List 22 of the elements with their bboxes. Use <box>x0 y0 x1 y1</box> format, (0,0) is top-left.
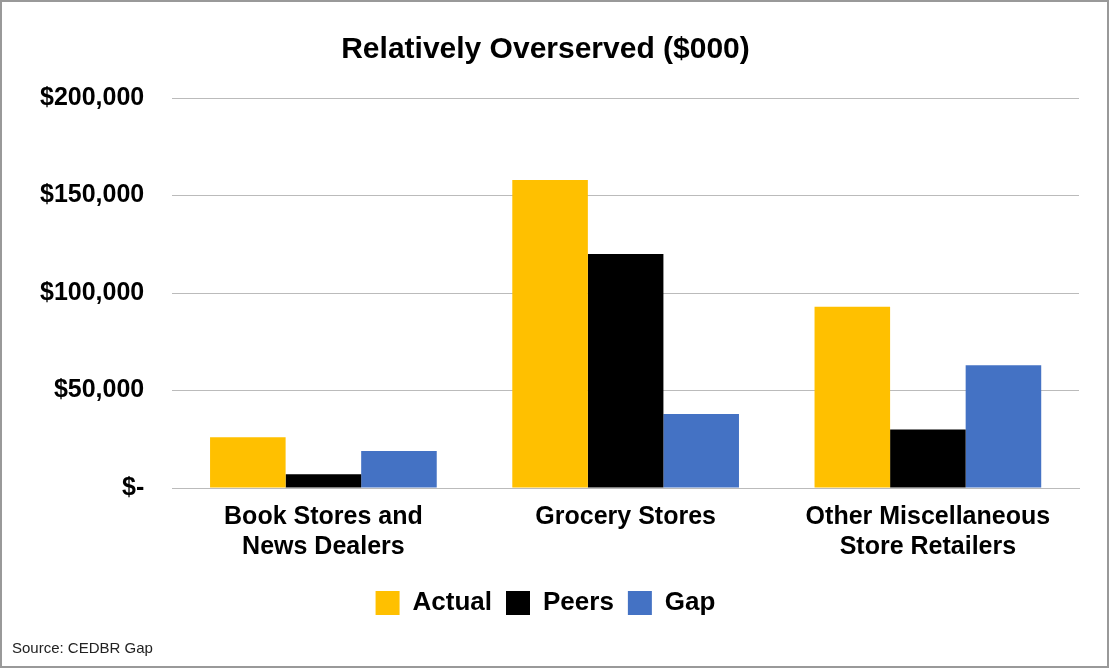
source-note: Source: CEDBR Gap <box>12 639 153 656</box>
bar <box>587 254 664 488</box>
y-tick-label: $100,000 <box>39 276 145 305</box>
bar <box>210 437 286 488</box>
chart-title: Relatively Overserved ($000) <box>341 31 750 65</box>
bar <box>814 306 891 488</box>
x-tick-label: Other Miscellaneous Store Retailers <box>805 500 1051 559</box>
legend-label: Actual <box>412 586 493 617</box>
bar <box>361 450 437 488</box>
bar <box>890 429 966 488</box>
y-tick-label: $- <box>122 471 145 500</box>
bar <box>965 365 1042 488</box>
legend-label: Gap <box>664 586 716 617</box>
y-tick-label: $50,000 <box>53 374 145 403</box>
y-tick-label: $150,000 <box>39 179 145 208</box>
x-tick-label: Book Stores and News Dealers <box>224 500 423 559</box>
legend-label: Peers <box>543 586 614 617</box>
bar <box>285 474 362 488</box>
y-tick-label: $200,000 <box>39 81 145 110</box>
x-tick-label: Grocery Stores <box>535 500 716 529</box>
bar <box>512 179 588 488</box>
bar <box>663 413 739 488</box>
